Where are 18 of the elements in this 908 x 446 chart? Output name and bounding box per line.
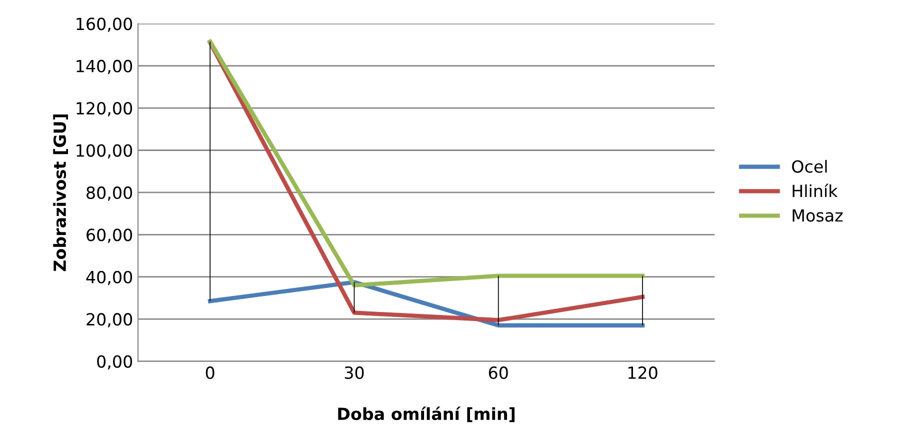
y-tick-label: 40,00 [86,270,132,286]
x-tick-label: 0 [206,366,214,380]
y-tick-label: 140,00 [76,60,132,74]
y-tick-label: 60,00 [86,228,132,243]
y-tick-label: 0,00 [97,355,132,370]
y-tick-label: 100,00 [76,144,132,159]
legend-label: Mosaz [792,209,843,222]
x-tick-label: 30 [344,366,364,380]
y-tick-label: 20,00 [86,313,132,328]
y-tick-label: 80,00 [86,186,132,201]
y-axis-title: Zobrazivost [GU] [53,114,68,272]
x-axis-title: Doba omílání [min] [338,406,515,422]
y-tick-label: 120,00 [76,102,132,116]
x-tick-label: 120 [628,366,658,380]
y-tick-label: 160,00 [76,18,132,32]
legend-label: Ocel [792,160,827,173]
x-tick-label: 60 [488,366,508,380]
legend-label: Hliník [792,184,838,198]
